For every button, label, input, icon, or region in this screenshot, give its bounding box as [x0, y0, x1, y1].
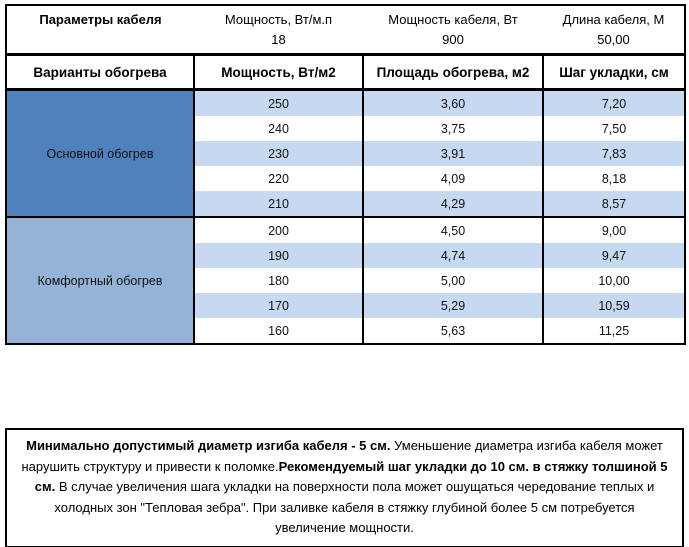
- cell-power: 170: [193, 293, 364, 318]
- cell-step: 7,83: [542, 141, 686, 166]
- note-block: Минимально допустимый диаметр изгиба каб…: [5, 428, 684, 547]
- cell-area: 3,91: [362, 141, 544, 166]
- cell-power: 200: [193, 216, 364, 243]
- table-row: 220 4,09 8,18: [6, 166, 686, 191]
- table-row: Комфортный обогрев 200 4,50 9,00: [5, 216, 686, 344]
- table-row: 160 5,63 11,25: [6, 318, 686, 344]
- cell-step: 8,57: [542, 191, 686, 217]
- section-label-osnovnoy: Основной обогрев: [5, 89, 195, 217]
- cell-power: 180: [193, 268, 364, 293]
- cell-step: 9,00: [542, 216, 686, 243]
- value-power-per-m: 18: [194, 32, 363, 56]
- cell-area: 3,60: [362, 89, 544, 116]
- cell-power: 240: [193, 116, 364, 141]
- header-variants: Варианты обогрева: [5, 53, 195, 91]
- cell-area: 4,74: [362, 243, 544, 268]
- label-cable-power: Мощность кабеля, Вт: [388, 11, 518, 27]
- table-row: 230 3,91 7,83: [6, 141, 686, 166]
- table-row: 180 5,00 10,00: [6, 268, 686, 293]
- cable-heating-table: Параметры кабеля Мощность, Вт/м.п Мощнос…: [5, 4, 686, 345]
- note-bold-recommended-step: Рекомендуемый шаг укладки до 10 см. в ст…: [34, 458, 668, 495]
- cell-step: 9,47: [542, 243, 686, 268]
- cell-area: 4,50: [362, 216, 544, 243]
- label-power-per-m: Мощность, Вт/м.п: [224, 11, 333, 27]
- cell-step: 7,20: [542, 89, 686, 116]
- cell-power: 230: [193, 141, 364, 166]
- cell-area: 3,75: [362, 116, 544, 141]
- cell-power: 190: [193, 243, 364, 268]
- header-area: Площадь обогрева, м2: [362, 53, 544, 91]
- section-label-komfortny: Комфортный обогрев: [5, 216, 195, 344]
- table-row: 240 3,75 7,50: [6, 116, 686, 141]
- param-header-cell: Параметры кабеля: [6, 5, 194, 56]
- cell-step: 11,25: [542, 318, 686, 344]
- cell-step: 10,59: [542, 293, 686, 318]
- cell-area: 5,63: [362, 318, 544, 344]
- note-bold-min-bend: Минимально допустимый диаметр изгиба каб…: [26, 438, 391, 453]
- cell-step: 7,50: [542, 116, 686, 141]
- cell-area: 5,29: [362, 293, 544, 318]
- cell-area: 4,29: [362, 191, 544, 217]
- cell-step: 8,18: [542, 166, 686, 191]
- cell-power: 220: [193, 166, 364, 191]
- cell-power: 160: [193, 318, 364, 344]
- cell-area: 5,00: [362, 268, 544, 293]
- table-row: 190 4,74 9,47: [6, 243, 686, 268]
- header-step: Шаг укладки, см: [542, 53, 686, 91]
- cell-area: 4,09: [362, 166, 544, 191]
- table-row: 210 4,29 8,57: [6, 191, 686, 217]
- table-row: 170 5,29 10,59: [6, 293, 686, 318]
- cell-power: 210: [193, 191, 364, 217]
- label-cable-length: Длина кабеля, М: [562, 11, 665, 27]
- value-cable-power: 900: [363, 32, 543, 56]
- header-power: Мощность, Вт/м2: [193, 53, 364, 91]
- cell-power: 250: [193, 89, 364, 116]
- table-row: Основной обогрев 250 3,60 7,20: [5, 89, 686, 217]
- note-text-2: В случае увеличения шага укладки на пове…: [54, 479, 655, 535]
- cell-step: 10,00: [542, 268, 686, 293]
- value-cable-length: 50,00: [543, 32, 685, 56]
- note-text-1: Уменьшение диаметра изгиба кабеля может …: [21, 438, 663, 474]
